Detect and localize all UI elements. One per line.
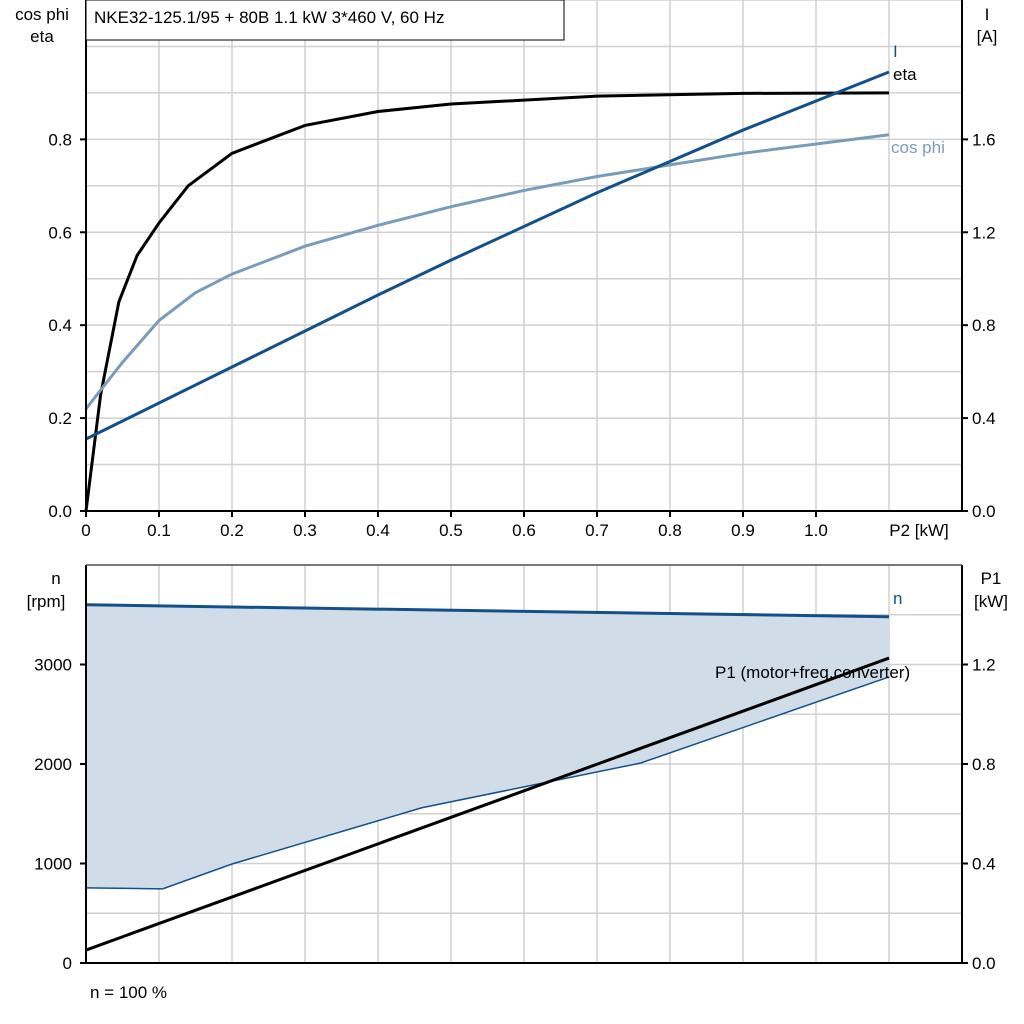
- x-tick-label: 0.2: [220, 521, 244, 540]
- x-axis-label: P2 [kW]: [889, 521, 949, 540]
- series-line-p1: [85, 656, 890, 952]
- y-tick-label-right: 1.6: [972, 130, 996, 149]
- x-tick-label: 1.0: [804, 521, 828, 540]
- x-tick-label: 0.8: [658, 521, 682, 540]
- y-tick-label-left: 2000: [34, 755, 72, 774]
- series-line-cos: [84, 133, 890, 410]
- chart-title: NKE32-125.1/95 + 80B 1.1 kW 3*460 V, 60 …: [94, 8, 444, 27]
- x-tick-label: 0.6: [512, 521, 536, 540]
- y-tick-label-right: 1.2: [972, 656, 996, 675]
- right-axis-label-1: I: [985, 5, 990, 24]
- bottom-right-axis-label-2: [kW]: [974, 592, 1008, 611]
- y-tick-label-right: 0.0: [972, 954, 996, 973]
- bottom-left-axis-label-1: n: [51, 569, 60, 588]
- y-tick-label-right: 0.8: [972, 755, 996, 774]
- x-tick-label: 0.3: [293, 521, 317, 540]
- series-line-n: [85, 603, 890, 619]
- y-tick-label-left: 0.8: [48, 130, 72, 149]
- y-tick-label-left: 0: [63, 954, 72, 973]
- y-tick-label-left: 0.2: [48, 409, 72, 428]
- y-tick-label-left: 1000: [34, 855, 72, 874]
- x-tick-label: 0.5: [439, 521, 463, 540]
- y-tick-label-left: 0.4: [48, 316, 72, 335]
- y-tick-label-left: 0.0: [48, 502, 72, 521]
- left-axis-label-2: eta: [30, 27, 54, 46]
- bottom-left-axis-label-2: [rpm]: [27, 592, 66, 611]
- series-line-eta: [84, 91, 890, 512]
- right-axis-label-2: [A]: [977, 27, 998, 46]
- x-tick-label: 0.1: [147, 521, 171, 540]
- y-tick-label-left: 3000: [34, 656, 72, 675]
- x-tick-label: 0.4: [366, 521, 390, 540]
- series-label-eta: eta: [893, 65, 917, 84]
- y-tick-label-right: 1.2: [972, 223, 996, 242]
- series-label-n: n: [893, 589, 902, 608]
- y-tick-label-right: 0.4: [972, 409, 996, 428]
- x-tick-label: 0.7: [585, 521, 609, 540]
- speed-range-area: [86, 604, 889, 889]
- y-tick-label-left: 0.6: [48, 223, 72, 242]
- y-tick-label-right: 0.0: [972, 502, 996, 521]
- title-box: [85, 0, 565, 41]
- y-tick-label-right: 0.4: [972, 855, 996, 874]
- x-tick-label: 0: [81, 521, 90, 540]
- series-label-p1: P1 (motor+freq.converter): [715, 663, 910, 682]
- footnote: n = 100 %: [90, 983, 167, 1002]
- top-chart: 0.0 0.2 0.4 0.6 0.8 0.0 0.4 0.8 1.2 1.6 0 0.1 0.2 0.3…: [48, 0, 996, 540]
- bottom-right-axis-label-1: P1: [981, 569, 1002, 588]
- series-label-i: I: [893, 42, 898, 61]
- x-tick-label: 0.9: [731, 521, 755, 540]
- series-line-i: [85, 70, 890, 441]
- series-label-cos-phi: cos phi: [891, 138, 945, 157]
- left-axis-label-1: cos phi: [15, 5, 69, 24]
- y-tick-label-right: 0.8: [972, 316, 996, 335]
- bottom-chart: 0 1000 2000 3000 0.0 0.4 0.8 1.2: [34, 564, 996, 973]
- series-line-min: [85, 676, 890, 890]
